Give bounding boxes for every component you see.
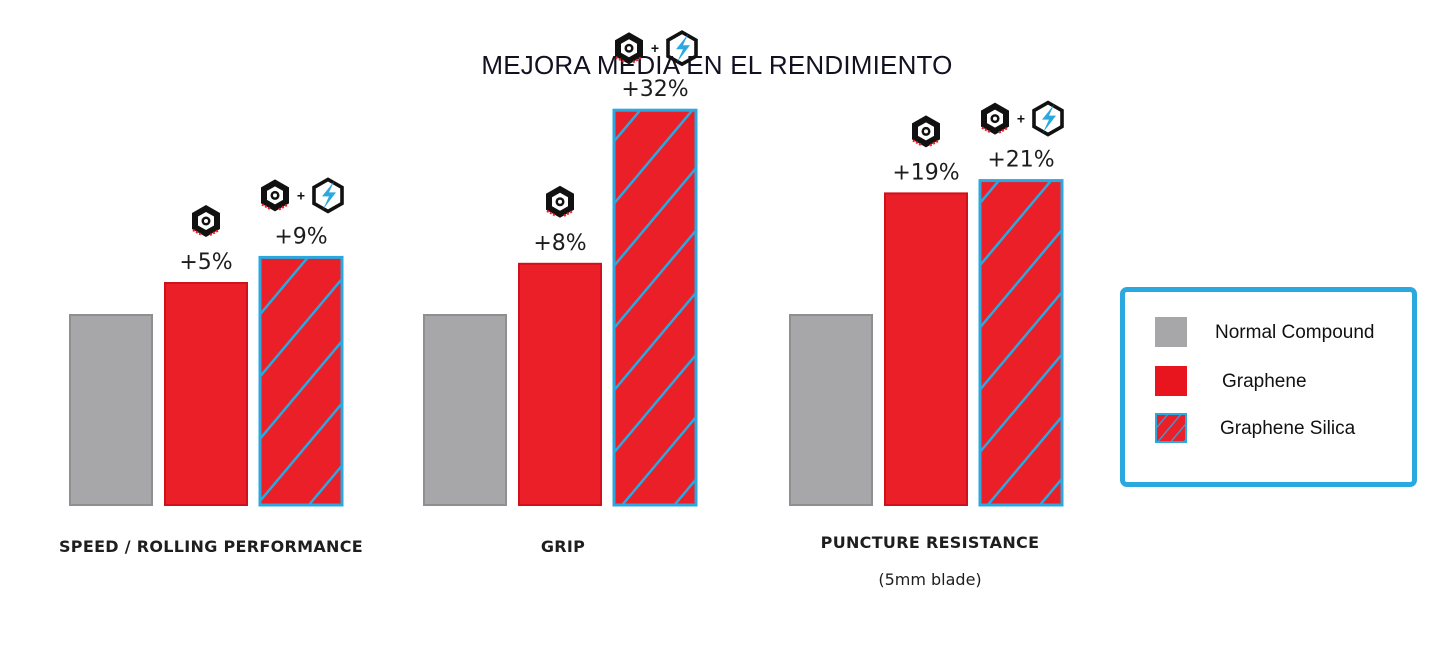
svg-text:+: +	[651, 40, 659, 56]
graphene-plus-silica-logo-icon: +	[259, 177, 344, 214]
legend-item-normal-compound: Normal Compound	[1155, 317, 1405, 349]
legend-label: Graphene	[1222, 371, 1307, 392]
legend-item-graphene-silica: Graphene Silica	[1155, 413, 1405, 445]
category-label-grip: GRIP	[541, 537, 585, 556]
graphene-logo-icon	[910, 114, 942, 149]
value-label-graphene-silica-puncture-resistance: +21%	[987, 148, 1054, 173]
legend-swatch-graphene-silica	[1155, 413, 1187, 443]
value-label-graphene-grip: +8%	[533, 231, 586, 256]
svg-text:+: +	[1017, 111, 1025, 127]
bar-normal-compound-speed-rolling-performance	[69, 314, 153, 506]
legend-label: Graphene Silica	[1220, 418, 1356, 439]
legend: Normal Compound Graphene Graphene Silica	[1120, 287, 1417, 487]
bar-normal-compound-grip	[423, 314, 507, 506]
category-label-speed-rolling-performance: SPEED / ROLLING PERFORMANCE	[59, 537, 363, 556]
bar-graphene-puncture-resistance	[884, 192, 968, 506]
value-label-graphene-silica-grip: +32%	[621, 77, 688, 102]
chart-title: MEJORA MEDIA EN EL RENDIMIENTO	[481, 50, 953, 80]
legend-swatch-normal-compound	[1155, 317, 1187, 347]
value-label-graphene-silica-speed-rolling-performance: +9%	[274, 224, 327, 249]
value-label-graphene-puncture-resistance: +19%	[892, 160, 959, 185]
value-label-graphene-speed-rolling-performance: +5%	[179, 250, 232, 275]
bar-graphene-speed-rolling-performance	[164, 282, 248, 506]
graphene-logo-icon	[190, 203, 222, 239]
category-sublabel-puncture-resistance: (5mm blade)	[878, 570, 981, 589]
bar-graphene-grip	[518, 262, 602, 506]
svg-text:+: +	[297, 187, 305, 203]
legend-label: Normal Compound	[1215, 322, 1375, 343]
graphene-logo-icon	[544, 184, 576, 220]
legend-swatch-graphene	[1155, 366, 1187, 396]
graphene-plus-silica-logo-icon: +	[979, 100, 1064, 137]
legend-item-graphene: Graphene	[1155, 366, 1405, 398]
bar-normal-compound-puncture-resistance	[789, 314, 873, 506]
graphene-plus-silica-logo-icon: +	[613, 30, 698, 66]
bar-graphene-silica-speed-rolling-performance	[258, 255, 344, 507]
bar-graphene-silica-puncture-resistance	[978, 179, 1064, 507]
bar-graphene-silica-grip	[612, 108, 698, 507]
bar-chart: +5% +9% + SPEED / ROLLING PERFORMANCE +8% +32…	[59, 30, 1064, 589]
category-label-puncture-resistance: PUNCTURE RESISTANCE	[821, 533, 1040, 552]
